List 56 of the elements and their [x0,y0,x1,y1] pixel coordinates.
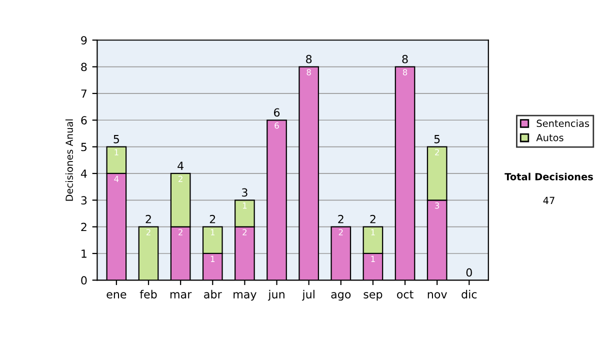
x-tick-label: ene [106,292,126,298]
data-label: 2 [146,229,150,236]
data-label: 2 [338,229,343,236]
x-tick-label: jul [302,290,314,301]
total-label: 2 [146,214,151,224]
data-label: 1 [210,229,215,236]
y-tick-label: 8 [81,62,87,72]
x-tick-label: may [234,292,256,301]
data-label: 6 [274,122,279,129]
y-tick-label: 7 [81,90,87,98]
data-label: 1 [242,202,247,209]
total-label: 8 [402,54,408,64]
y-tick-label: 9 [81,36,87,44]
y-tick-label: 2 [81,222,86,232]
data-label: 1 [210,256,215,262]
total-label: 2 [210,214,216,224]
total-label: 5 [434,135,440,144]
data-label: 1 [114,149,118,156]
y-tick-label: 4 [80,170,87,178]
data-label: 2 [178,176,182,182]
x-tick-label: dic [462,290,477,298]
total-label: 2 [370,214,376,224]
total-label: 2 [338,214,344,224]
data-label: 2 [178,229,182,236]
text: 47 [543,196,554,204]
data-label: 4 [114,176,119,182]
data-label: 8 [306,69,311,76]
total-label: 6 [274,108,280,117]
y-tick-label: 5 [81,142,87,152]
x-tick-label: mar [170,292,192,298]
y-axis-title: Decisiones Anual [65,119,73,201]
y-tick-label: 3 [81,196,87,205]
x-tick-label: sep [364,292,382,301]
data-label: 3 [435,202,440,209]
data-label: 8 [402,69,408,76]
total-label: 8 [306,54,312,64]
data-label: 2 [242,229,247,236]
total-label: 5 [114,135,120,144]
total-label: 3 [242,188,248,197]
y-tick-label: 1 [82,250,86,258]
x-tick-label: abr [204,290,222,298]
legend-label: Autos [536,134,564,142]
y-tick-label: 0 [81,276,87,285]
data-label: 1 [371,256,375,262]
total-label: 4 [178,162,184,170]
text: Total Decisiones [504,172,593,180]
x-tick-label: ago [331,292,351,301]
x-tick-label: oct [397,290,414,298]
data-label: 1 [371,229,375,236]
x-tick-label: jun [268,290,284,301]
y-tick-label: 6 [81,116,87,125]
x-tick-label: nov [428,292,447,298]
data-label: 2 [435,149,439,156]
total-label: 0 [466,268,472,277]
legend-label: Sentencias [536,119,590,128]
x-tick-label: feb [140,290,157,298]
